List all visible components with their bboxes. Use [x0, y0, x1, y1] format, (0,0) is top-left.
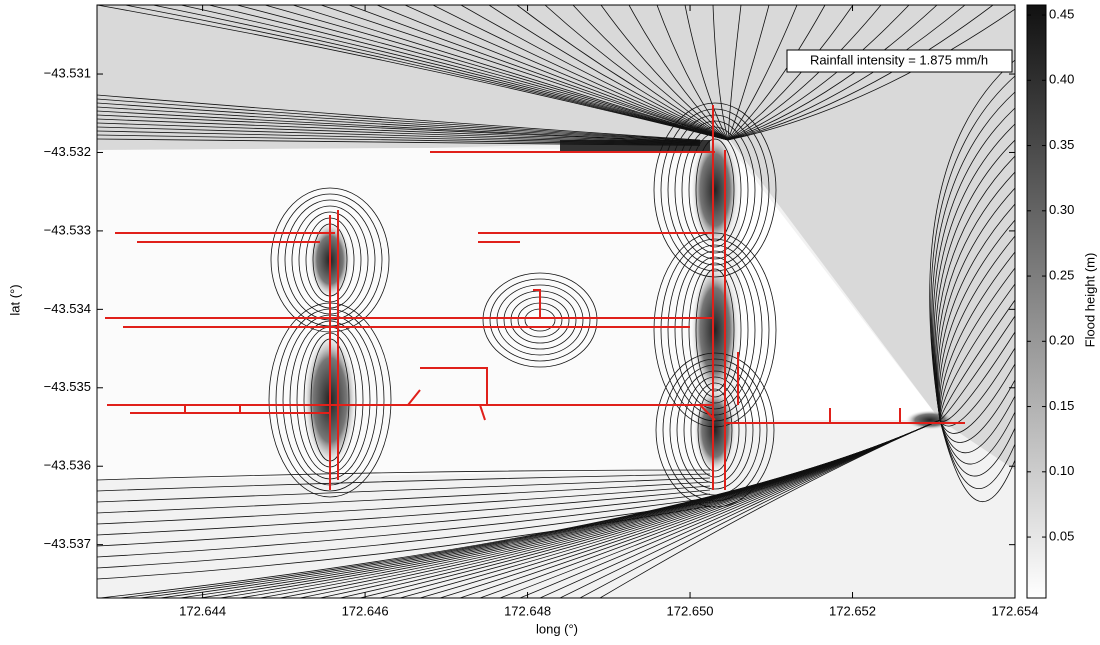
y-tick-label: −43.531 — [44, 65, 91, 80]
x-tick-label: 172.644 — [179, 603, 226, 618]
colorbar-tick-label: 0.10 — [1049, 463, 1074, 478]
colorbar — [1027, 5, 1046, 598]
colorbar-tick-label: 0.25 — [1049, 267, 1074, 282]
y-tick-label: −43.537 — [44, 536, 91, 551]
colorbar-tick-label: 0.45 — [1049, 6, 1074, 21]
annotation: Rainfall intensity = 1.875 mm/h — [810, 52, 988, 67]
colorbar-label: Flood height (m) — [1082, 253, 1097, 348]
y-axis-label: lat (°) — [7, 284, 22, 315]
x-tick-label: 172.652 — [829, 603, 876, 618]
y-tick-label: −43.536 — [44, 458, 91, 473]
y-tick-label: −43.534 — [44, 301, 91, 316]
x-tick-label: 172.650 — [667, 603, 714, 618]
colorbar-tick-label: 0.15 — [1049, 398, 1074, 413]
chart: Rainfall intensity = 1.875 mm/h long (°)… — [0, 0, 1100, 645]
colorbar-tick-label: 0.35 — [1049, 137, 1074, 152]
colorbar-tick-label: 0.30 — [1049, 202, 1074, 217]
colorbar-tick-label: 0.40 — [1049, 72, 1074, 87]
y-tick-label: −43.532 — [44, 144, 91, 159]
y-tick-label: −43.533 — [44, 222, 91, 237]
x-tick-label: 172.654 — [992, 603, 1039, 618]
x-axis-label: long (°) — [536, 621, 578, 636]
contour-field — [97, 5, 1015, 598]
x-tick-label: 172.646 — [342, 603, 389, 618]
y-tick-label: −43.535 — [44, 379, 91, 394]
colorbar-tick-label: 0.20 — [1049, 333, 1074, 348]
x-tick-label: 172.648 — [504, 603, 551, 618]
colorbar-tick-label: 0.05 — [1049, 528, 1074, 543]
